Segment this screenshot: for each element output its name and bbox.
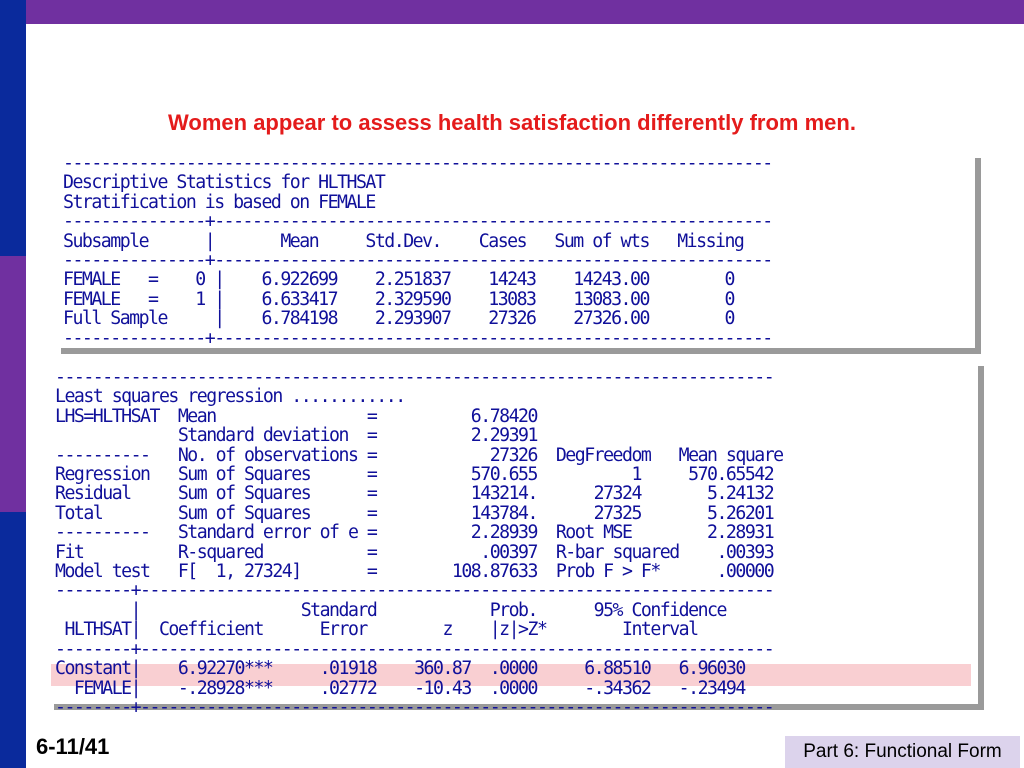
descriptive-statistics-panel: ----------------------------------------… xyxy=(55,152,975,348)
regression-output: ----------------------------------------… xyxy=(55,367,784,718)
page-number: 6-11/41 xyxy=(36,734,110,759)
top-accent-bar xyxy=(0,0,1024,24)
left-accent-bar-blue-lower xyxy=(0,512,26,768)
regression-output-panel: ----------------------------------------… xyxy=(48,360,978,717)
left-accent-bar-blue xyxy=(0,0,26,256)
footer-label: Part 6: Functional Form xyxy=(785,736,1020,768)
slide-title: Women appear to assess health satisfacti… xyxy=(168,110,856,135)
female-row-highlight xyxy=(51,664,971,686)
descriptive-statistics-output: ----------------------------------------… xyxy=(63,153,773,349)
left-accent-bar-purple xyxy=(0,256,26,512)
